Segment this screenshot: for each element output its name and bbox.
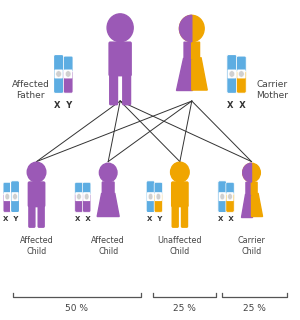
Text: X  X: X X [218, 216, 234, 222]
FancyBboxPatch shape [237, 56, 246, 77]
FancyBboxPatch shape [82, 194, 91, 212]
FancyBboxPatch shape [11, 181, 20, 212]
Text: X  Y: X Y [147, 216, 162, 222]
Circle shape [179, 15, 204, 42]
Circle shape [27, 162, 46, 182]
FancyBboxPatch shape [226, 192, 234, 201]
Polygon shape [243, 163, 251, 182]
Text: Unaffected
Child: Unaffected Child [158, 236, 202, 256]
Circle shape [171, 162, 189, 182]
FancyBboxPatch shape [3, 182, 11, 199]
Text: 25 %: 25 % [243, 304, 266, 313]
FancyBboxPatch shape [181, 204, 188, 228]
Circle shape [99, 163, 117, 182]
Ellipse shape [229, 71, 235, 77]
Polygon shape [176, 58, 192, 90]
FancyBboxPatch shape [237, 69, 246, 78]
Ellipse shape [65, 71, 71, 77]
Text: 50 %: 50 % [65, 304, 88, 313]
Polygon shape [241, 194, 251, 217]
FancyBboxPatch shape [64, 69, 72, 78]
Ellipse shape [13, 194, 17, 200]
FancyBboxPatch shape [83, 192, 90, 201]
Text: X  X: X X [227, 101, 246, 110]
FancyBboxPatch shape [228, 69, 236, 78]
FancyBboxPatch shape [82, 182, 91, 199]
FancyBboxPatch shape [154, 182, 163, 199]
Text: X  X: X X [75, 216, 91, 222]
FancyBboxPatch shape [75, 182, 83, 199]
Ellipse shape [228, 194, 232, 200]
FancyBboxPatch shape [63, 56, 73, 77]
FancyBboxPatch shape [75, 194, 83, 212]
FancyBboxPatch shape [4, 192, 11, 201]
Text: X  Y: X Y [4, 216, 19, 222]
FancyBboxPatch shape [155, 192, 162, 201]
FancyBboxPatch shape [108, 41, 132, 76]
Text: Affected
Father: Affected Father [12, 80, 50, 100]
Text: Carrier
Child: Carrier Child [238, 236, 266, 256]
FancyBboxPatch shape [226, 194, 234, 212]
Text: 25 %: 25 % [173, 304, 196, 313]
FancyBboxPatch shape [250, 182, 258, 195]
Text: Carrier
Mother: Carrier Mother [256, 80, 288, 100]
FancyBboxPatch shape [146, 181, 155, 212]
Polygon shape [192, 58, 207, 90]
FancyBboxPatch shape [38, 204, 45, 228]
FancyBboxPatch shape [227, 54, 237, 93]
Ellipse shape [220, 194, 224, 200]
FancyBboxPatch shape [102, 181, 115, 196]
Text: Affected
Child: Affected Child [20, 236, 53, 256]
Polygon shape [97, 194, 119, 217]
Ellipse shape [5, 194, 10, 200]
FancyBboxPatch shape [226, 182, 234, 199]
FancyBboxPatch shape [109, 73, 118, 105]
FancyBboxPatch shape [63, 71, 73, 93]
FancyBboxPatch shape [154, 194, 163, 212]
Ellipse shape [148, 194, 153, 200]
Text: Affected
Child: Affected Child [91, 236, 125, 256]
Ellipse shape [56, 71, 61, 77]
Polygon shape [251, 194, 262, 217]
FancyBboxPatch shape [122, 73, 131, 105]
Circle shape [243, 163, 260, 182]
FancyBboxPatch shape [237, 71, 246, 93]
FancyBboxPatch shape [218, 181, 227, 212]
FancyBboxPatch shape [28, 204, 36, 228]
FancyBboxPatch shape [75, 192, 82, 201]
Polygon shape [179, 15, 192, 42]
Ellipse shape [238, 71, 244, 77]
FancyBboxPatch shape [28, 181, 45, 207]
Ellipse shape [84, 194, 89, 200]
FancyBboxPatch shape [54, 69, 63, 78]
Ellipse shape [156, 194, 160, 200]
FancyBboxPatch shape [219, 192, 226, 201]
FancyBboxPatch shape [53, 54, 64, 93]
Ellipse shape [76, 194, 81, 200]
FancyBboxPatch shape [11, 192, 19, 201]
FancyBboxPatch shape [147, 192, 154, 201]
FancyBboxPatch shape [245, 182, 252, 195]
Circle shape [107, 14, 133, 42]
FancyBboxPatch shape [3, 194, 11, 212]
FancyBboxPatch shape [171, 181, 189, 207]
FancyBboxPatch shape [191, 42, 200, 60]
FancyBboxPatch shape [172, 204, 179, 228]
FancyBboxPatch shape [183, 42, 193, 60]
Text: X  Y: X Y [54, 101, 73, 110]
